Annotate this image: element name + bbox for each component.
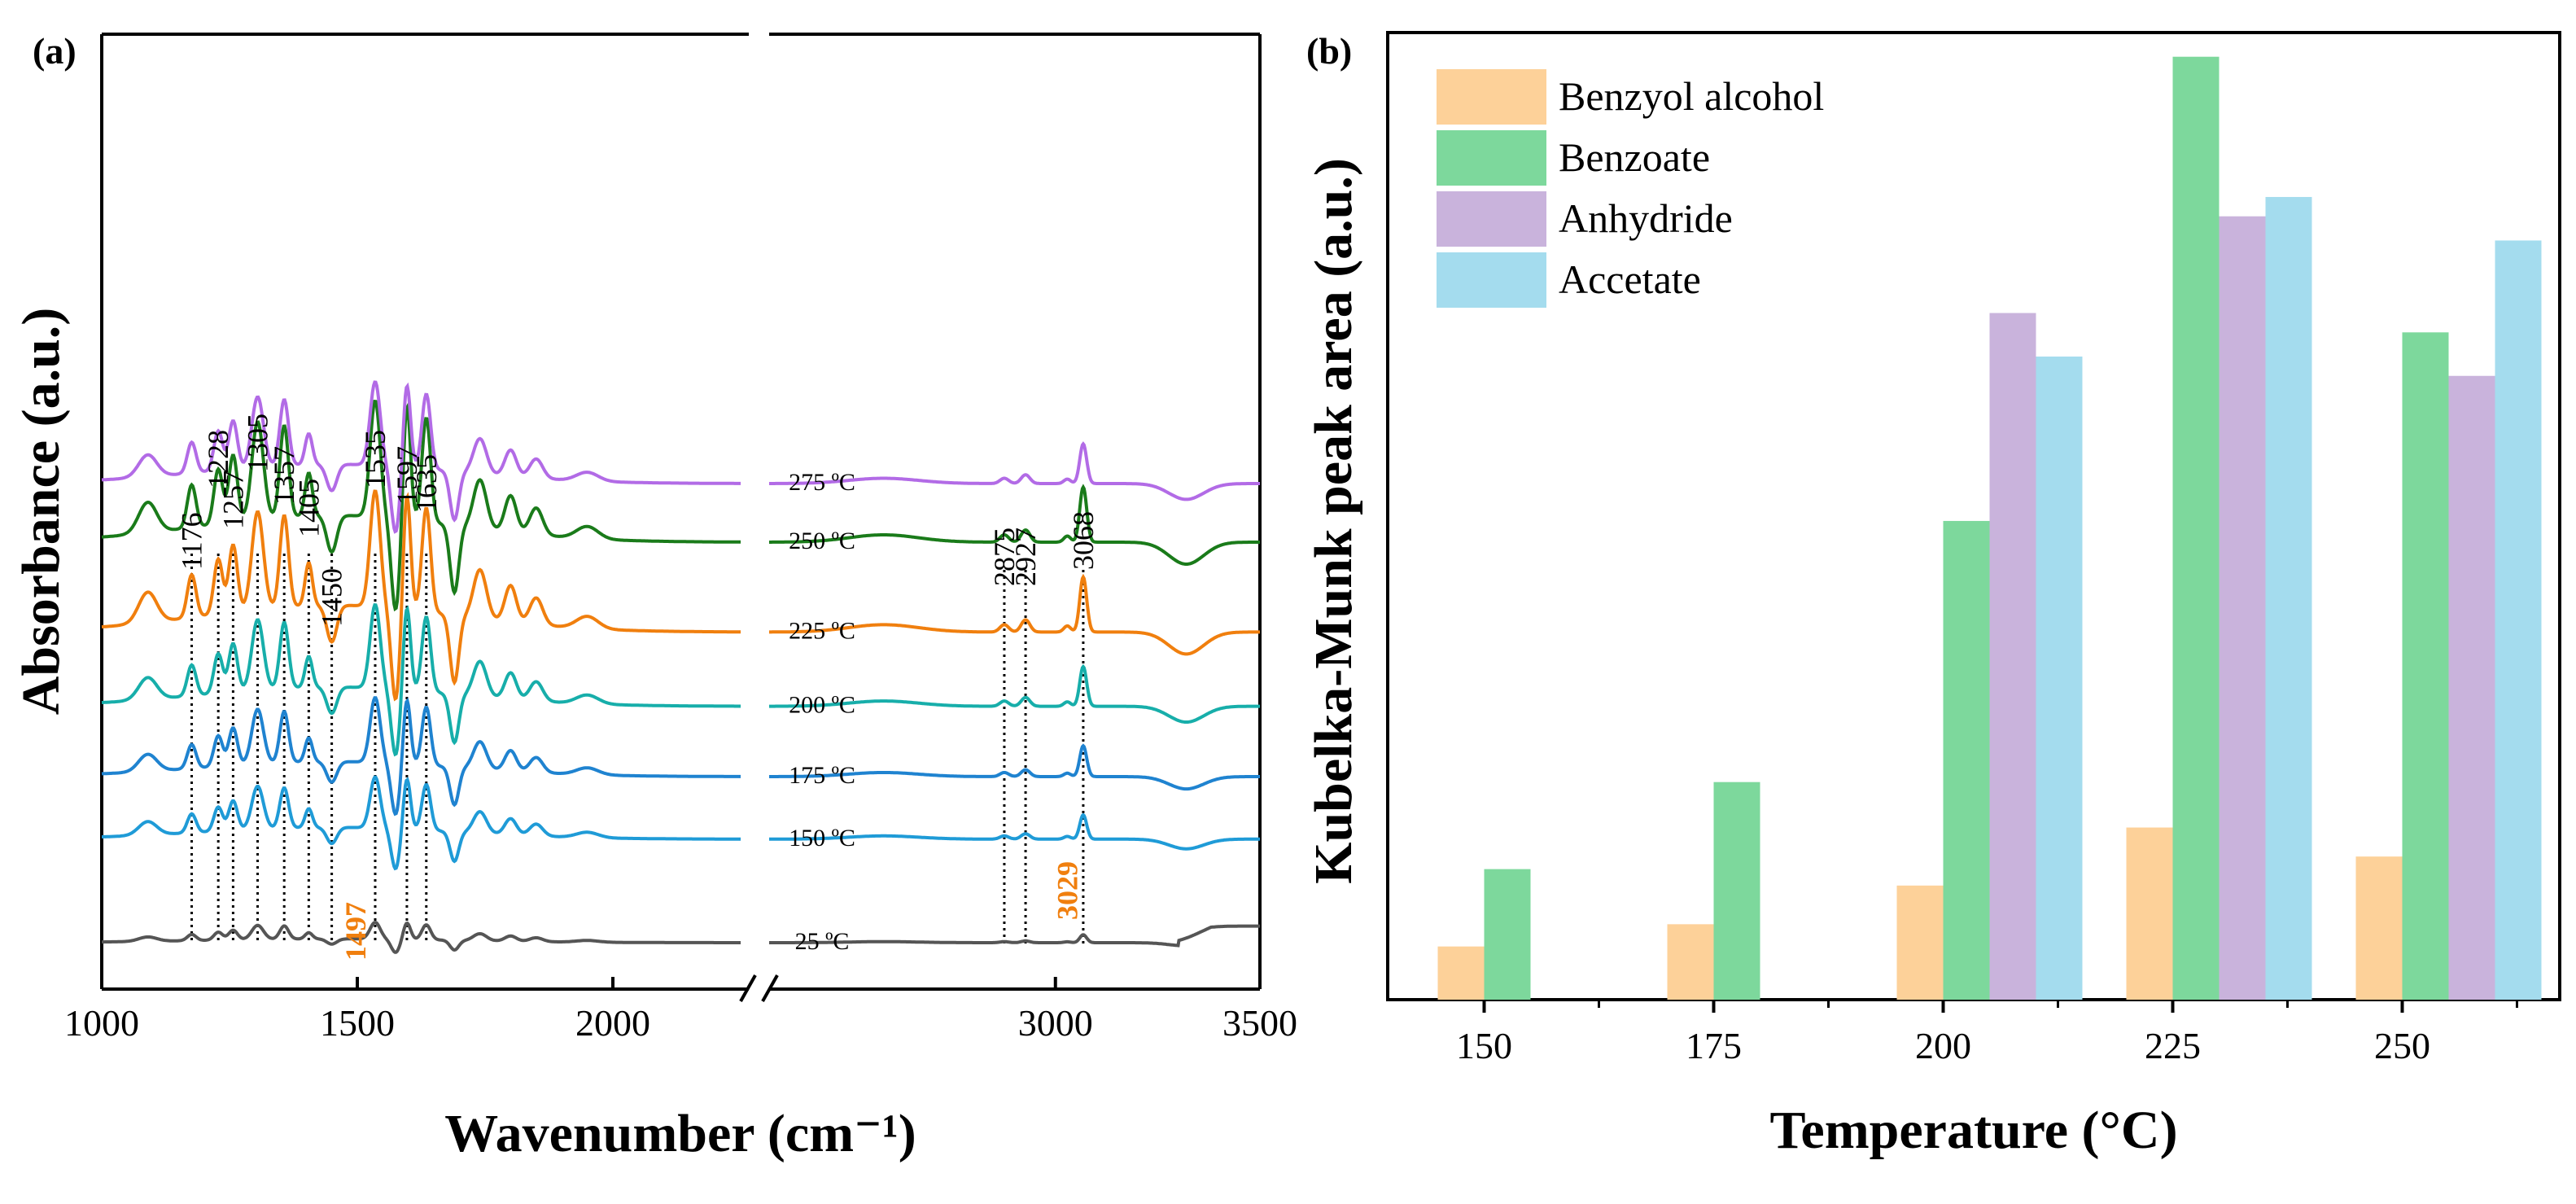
- peak-label-1497: 1497: [339, 902, 372, 961]
- panel-a-letter: (a): [33, 30, 77, 72]
- panel-a-axes: [100, 33, 1262, 1002]
- panel-b-bar-chart: (b) 150 175 200 225 250 Benzyol alcohol Benzo…: [1304, 30, 2561, 1160]
- bar-accetate-250: [2495, 240, 2542, 1000]
- bar-anhydride-250: [2448, 375, 2495, 1000]
- peak-label-2927: 2927: [1009, 528, 1042, 586]
- panel-a-x-tick-label: 3000: [1018, 1002, 1093, 1044]
- temperature-label: 150 ºC: [789, 825, 855, 852]
- axis-break-marker: [739, 974, 779, 1002]
- peak-label-2875: 2875: [988, 528, 1021, 586]
- panel-b-x-tick-label: 250: [2374, 1025, 2430, 1066]
- bar-benzyol-alcohol-225: [2126, 827, 2173, 1000]
- peak-label-3029: 3029: [1051, 861, 1083, 920]
- series-line-200-seg0: [101, 602, 741, 757]
- peak-label-1635: 1635: [410, 454, 443, 513]
- bar-accetate-225: [2265, 196, 2312, 1000]
- panel-b-bars: [1437, 56, 2542, 1000]
- legend-label-benzyol-alcohol: Benzyol alcohol: [1559, 73, 1824, 119]
- panel-a-x-tick-label: 3500: [1222, 1002, 1297, 1044]
- panel-a-ir-spectra: (a) 1000 1500 2000 3000 3500 25 ºC 150 ºC 175 …: [11, 30, 1297, 1163]
- panel-b-x-ticks: 150 175 200 225 250: [1456, 1000, 2518, 1066]
- legend-label-accetate: Accetate: [1559, 256, 1701, 302]
- legend-label-anhydride: Anhydride: [1559, 195, 1733, 241]
- bar-benzyol-alcohol-200: [1896, 885, 1944, 1000]
- peak-label-1535: 1535: [359, 430, 391, 488]
- temperature-label: 175 ºC: [789, 762, 855, 789]
- panel-b-letter: (b): [1306, 30, 1352, 72]
- peak-label-1257: 1257: [216, 471, 249, 529]
- panel-a-temperature-labels: 25 ºC 150 ºC 175 ºC 200 ºC 225 ºC 250 ºC 275 º…: [789, 469, 855, 955]
- panel-a-y-axis-title: Absorbance (a.u.): [11, 308, 71, 716]
- temperature-label: 250 ºC: [789, 528, 855, 554]
- panel-b-legend: Benzyol alcohol Benzoate Anhydride Accetate: [1437, 69, 1824, 308]
- peak-label-1597: 1597: [391, 446, 423, 505]
- panel-b-x-tick-label: 150: [1456, 1025, 1512, 1066]
- series-line-25-seg0: [102, 921, 741, 954]
- series-line-250-seg0: [101, 399, 741, 612]
- bar-anhydride-225: [2219, 216, 2266, 1000]
- legend-swatch-benzyol-alcohol: [1437, 69, 1546, 125]
- temperature-label: 225 ºC: [789, 617, 855, 644]
- panel-b-x-tick-label: 175: [1686, 1025, 1742, 1066]
- peak-label-3068: 3068: [1067, 511, 1100, 570]
- bar-benzyol-alcohol-250: [2355, 856, 2403, 1000]
- peak-label-1357: 1357: [268, 446, 300, 505]
- series-line-25-seg1: [769, 924, 1260, 948]
- series-line-175-seg0: [101, 696, 741, 817]
- bar-benzoate-200: [1943, 520, 1990, 1000]
- panel-a-x-ticks: 1000 1500 2000 3000 3500: [64, 977, 1297, 1044]
- legend-swatch-benzoate: [1437, 130, 1546, 186]
- bar-benzoate-250: [2402, 332, 2449, 1000]
- bar-benzyol-alcohol-150: [1437, 946, 1485, 1000]
- panel-a-x-tick-label: 2000: [575, 1002, 650, 1044]
- series-line-200-seg1: [769, 663, 1260, 724]
- panel-b-x-tick-label: 200: [1915, 1025, 1971, 1066]
- panel-a-x-tick-label: 1500: [320, 1002, 395, 1044]
- series-line-275-seg0: [101, 380, 741, 534]
- bar-benzoate-150: [1484, 869, 1531, 1000]
- bar-benzoate-175: [1713, 782, 1760, 1000]
- bar-benzoate-225: [2172, 56, 2220, 1000]
- bar-anhydride-200: [1989, 313, 2036, 1000]
- legend-label-benzoate: Benzoate: [1559, 134, 1710, 180]
- peak-label-1228: 1228: [202, 430, 234, 488]
- panel-b-x-tick-label: 225: [2145, 1025, 2201, 1066]
- legend-swatch-anhydride: [1437, 191, 1546, 247]
- series-line-150-seg0: [102, 775, 741, 871]
- temperature-label: 275 ºC: [789, 469, 855, 496]
- peak-label-1305: 1305: [242, 414, 274, 472]
- temperature-label: 200 ºC: [789, 692, 855, 719]
- peak-label-1176: 1176: [176, 512, 208, 570]
- panel-a-x-axis-title: Wavenumber (cm⁻¹): [444, 1104, 916, 1163]
- panel-b-x-axis-title: Temperature (°C): [1769, 1101, 2177, 1160]
- peak-label-1450: 1450: [316, 568, 348, 627]
- panel-a-x-tick-label: 1000: [64, 1002, 139, 1044]
- panel-a-peak-lines: [190, 554, 1085, 944]
- series-line-150-seg1: [769, 812, 1260, 851]
- legend-swatch-accetate: [1437, 252, 1546, 308]
- series-line-250-seg1: [769, 484, 1260, 566]
- series-line-275-seg1: [769, 441, 1260, 501]
- series-line-225-seg1: [769, 573, 1260, 656]
- temperature-label: 25 ºC: [795, 928, 850, 955]
- peak-label-1405: 1405: [292, 479, 325, 537]
- series-line-175-seg1: [769, 743, 1260, 791]
- bar-accetate-200: [2036, 356, 2083, 1000]
- series-line-225-seg0: [101, 489, 741, 702]
- panel-b-y-axis-title: Kubelka-Munk peak area (a.u.): [1304, 158, 1363, 884]
- bar-benzyol-alcohol-175: [1667, 924, 1714, 1000]
- panel-a-series: [101, 380, 1260, 954]
